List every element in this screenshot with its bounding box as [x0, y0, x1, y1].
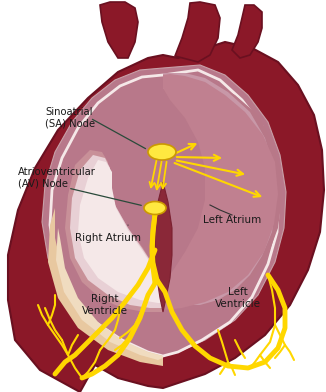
Polygon shape	[100, 2, 138, 58]
Text: Left
Ventricle: Left Ventricle	[215, 287, 261, 309]
Polygon shape	[42, 65, 286, 356]
Polygon shape	[56, 228, 163, 360]
Text: Atrioventricular
(AV) Node: Atrioventricular (AV) Node	[18, 167, 96, 189]
Polygon shape	[163, 74, 278, 310]
Text: Left Atrium: Left Atrium	[203, 215, 261, 225]
Polygon shape	[155, 182, 172, 312]
Text: Sinoatrial
(SA) Node: Sinoatrial (SA) Node	[45, 107, 95, 129]
Polygon shape	[48, 208, 163, 366]
Polygon shape	[163, 73, 276, 305]
Polygon shape	[175, 2, 220, 62]
Text: Right Atrium: Right Atrium	[75, 233, 141, 243]
Polygon shape	[8, 42, 324, 392]
Text: Right
Ventricle: Right Ventricle	[82, 294, 128, 316]
Polygon shape	[163, 78, 282, 305]
Ellipse shape	[148, 144, 176, 160]
Polygon shape	[232, 5, 262, 58]
Ellipse shape	[144, 201, 166, 214]
Polygon shape	[65, 150, 163, 312]
Polygon shape	[78, 160, 163, 303]
Polygon shape	[70, 155, 163, 308]
